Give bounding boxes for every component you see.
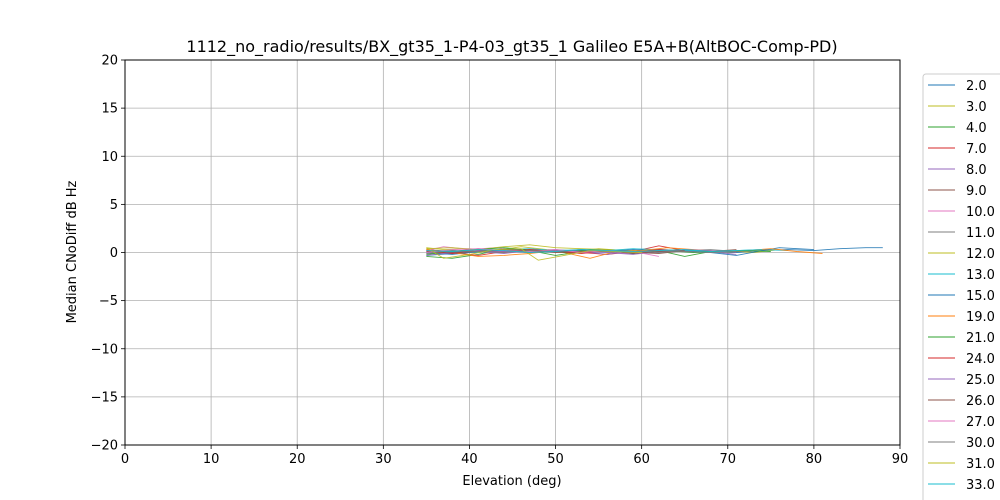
legend-label: 26.0 <box>966 394 995 409</box>
legend-label: 11.0 <box>966 226 995 241</box>
legend-label: 10.0 <box>966 205 995 220</box>
legend-label: 2.0 <box>966 79 987 94</box>
legend-label: 31.0 <box>966 457 995 472</box>
y-axis-title: Median CNoDiff dB Hz <box>65 180 80 323</box>
x-tick-label: 30 <box>375 452 392 467</box>
x-tick-label: 60 <box>633 452 650 467</box>
legend-label: 19.0 <box>966 310 995 325</box>
legend-label: 7.0 <box>966 142 987 157</box>
y-tick-label: −10 <box>91 342 118 357</box>
legend-label: 3.0 <box>966 100 987 115</box>
legend-label: 33.0 <box>966 478 995 493</box>
legend-label: 27.0 <box>966 415 995 430</box>
legend: 2.0 3.0 4.0 7.0 8.0 9.0 10.0 11.0 12.0 13.0 15.0 19… <box>922 73 1000 500</box>
x-tick-label: 80 <box>806 452 823 467</box>
y-tick-label: 20 <box>101 54 118 69</box>
legend-label: 30.0 <box>966 436 995 451</box>
x-tick-label: 20 <box>289 452 306 467</box>
x-tick-label: 10 <box>203 452 220 467</box>
y-tick-label: −20 <box>91 439 118 454</box>
x-tick-label: 70 <box>720 452 737 467</box>
series-line-33.0 <box>426 249 763 253</box>
legend-label: 4.0 <box>966 121 987 136</box>
y-tick-label: 15 <box>101 102 118 117</box>
y-tick-label: −15 <box>91 390 118 405</box>
legend-label: 21.0 <box>966 331 995 346</box>
legend-label: 13.0 <box>966 268 995 283</box>
legend-label: 8.0 <box>966 163 987 178</box>
y-tick-label: 0 <box>110 246 118 261</box>
x-tick-label: 90 <box>892 452 909 467</box>
x-tick-label: 0 <box>121 452 129 467</box>
x-tick-label: 40 <box>461 452 478 467</box>
legend-label: 24.0 <box>966 352 995 367</box>
legend-label: 15.0 <box>966 289 995 304</box>
legend-frame <box>922 73 1000 500</box>
series-line-31.0 <box>426 247 642 261</box>
series-lines <box>426 244 883 261</box>
legend-label: 12.0 <box>966 247 995 262</box>
x-tick-label: 50 <box>547 452 564 467</box>
y-tick-label: 5 <box>110 198 118 213</box>
legend-label: 9.0 <box>966 184 987 199</box>
y-tick-label: 10 <box>101 150 118 165</box>
x-axis-title: Elevation (deg) <box>462 474 561 489</box>
chart-title: 1112_no_radio/results/BX_gt35_1-P4-03_gt… <box>186 37 837 57</box>
legend-label: 25.0 <box>966 373 995 388</box>
y-tick-label: −5 <box>99 294 118 309</box>
